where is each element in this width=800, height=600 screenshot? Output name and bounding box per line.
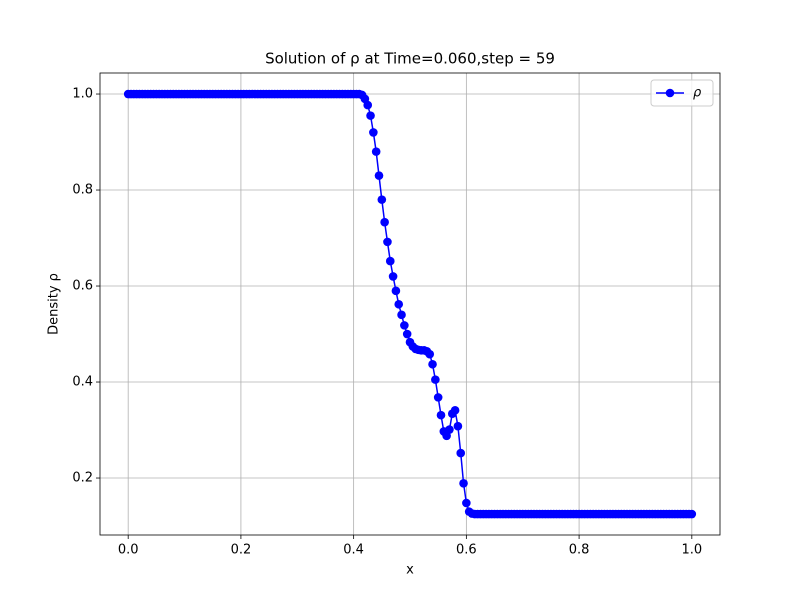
data-point <box>397 310 406 320</box>
legend-label: ρ <box>693 86 702 101</box>
legend-marker <box>665 88 675 98</box>
data-point <box>369 128 378 137</box>
data-point <box>383 237 392 247</box>
data-point <box>436 410 446 420</box>
y-tick-label: 0.4 <box>72 375 93 390</box>
x-tick-label: 0.0 <box>118 543 139 558</box>
y-tick-label: 0.2 <box>72 471 93 486</box>
data-point <box>380 217 389 227</box>
data-point <box>391 286 401 296</box>
data-point <box>388 272 398 281</box>
data-point <box>456 448 466 458</box>
plot-frame <box>99 72 721 536</box>
y-tick-label: 0.6 <box>72 279 93 294</box>
chart-title: Solution of ρ at Time=0.060,step = 59 <box>265 50 555 68</box>
data-point <box>385 256 395 266</box>
data-point <box>377 195 387 204</box>
x-tick-label: 0.6 <box>456 543 477 558</box>
data-point <box>374 171 384 180</box>
data-point <box>433 393 443 402</box>
y-tick-label: 0.8 <box>72 183 93 198</box>
data-point <box>445 425 454 434</box>
data-point <box>394 299 404 309</box>
data-point <box>450 406 460 415</box>
data-point <box>428 359 437 369</box>
data-point <box>371 147 381 156</box>
x-tick-label: 0.4 <box>343 543 364 558</box>
data-point <box>425 349 435 359</box>
x-tick-label: 0.2 <box>231 543 252 558</box>
x-tick-label: 1.0 <box>681 543 702 558</box>
data-point <box>402 329 412 339</box>
y-tick-label: 1.0 <box>72 87 93 102</box>
x-axis-label: x <box>406 563 414 578</box>
data-point <box>363 100 373 110</box>
data-point <box>366 111 375 120</box>
data-point <box>453 421 463 431</box>
data-point <box>462 498 471 508</box>
data-point <box>400 321 409 330</box>
data-point <box>431 375 440 384</box>
x-tick-label: 0.8 <box>569 543 590 558</box>
data-point <box>687 509 697 519</box>
y-axis-label: Density ρ <box>47 273 62 335</box>
data-point <box>459 479 468 488</box>
